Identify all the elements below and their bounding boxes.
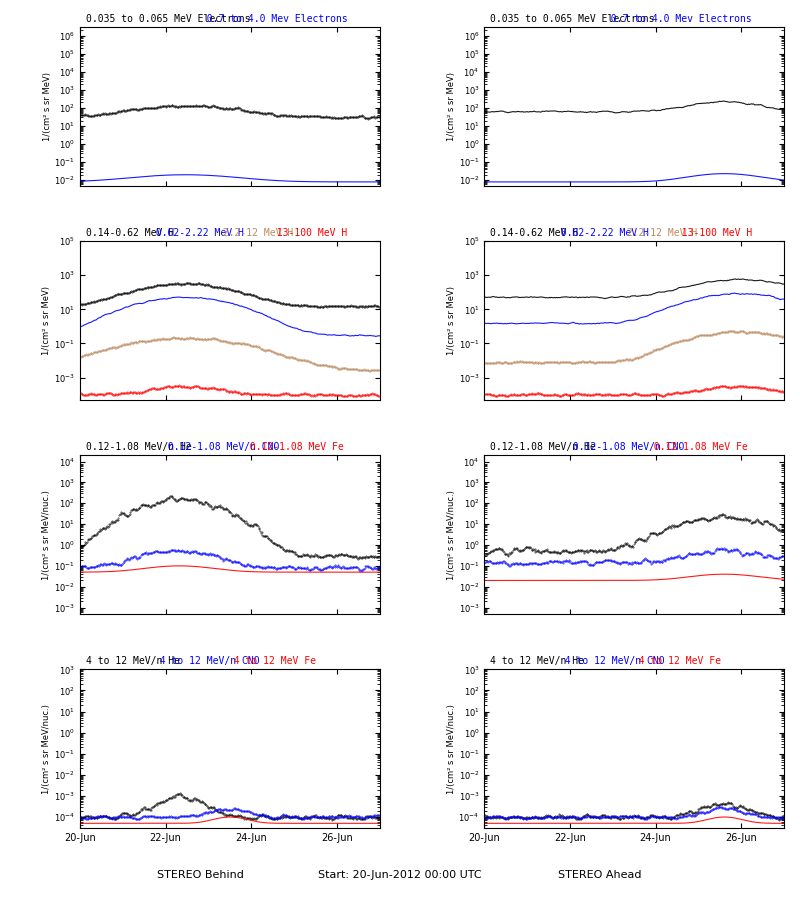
Y-axis label: 1/(cm² s sr MeV): 1/(cm² s sr MeV) [447, 72, 456, 140]
Text: 2.2-12 MeV H: 2.2-12 MeV H [210, 228, 293, 238]
Text: 4 to 12 MeV/n CNO: 4 to 12 MeV/n CNO [148, 656, 260, 666]
Text: 0.12-1.08 MeV/n CNO: 0.12-1.08 MeV/n CNO [156, 442, 279, 452]
Text: 13-100 MeV H: 13-100 MeV H [670, 228, 752, 238]
Text: 0.12-1.08 MeV Fe: 0.12-1.08 MeV Fe [642, 442, 748, 452]
Text: 0.035 to 0.065 MeV Electrons: 0.035 to 0.065 MeV Electrons [86, 14, 250, 23]
Text: 0.7 to 4.0 Mev Electrons: 0.7 to 4.0 Mev Electrons [599, 14, 752, 23]
Text: 0.12-1.08 MeV/n He: 0.12-1.08 MeV/n He [490, 442, 596, 452]
Text: 13-100 MeV H: 13-100 MeV H [265, 228, 347, 238]
Y-axis label: 1/(cm² s sr MeV/nuc.): 1/(cm² s sr MeV/nuc.) [42, 490, 51, 580]
Text: 4 to 12 MeV Fe: 4 to 12 MeV Fe [626, 656, 721, 666]
Text: 0.12-1.08 MeV/n CNO: 0.12-1.08 MeV/n CNO [561, 442, 684, 452]
Text: 4 to 12 MeV/n He: 4 to 12 MeV/n He [86, 656, 180, 666]
Text: 0.14-0.62 MeV H: 0.14-0.62 MeV H [490, 228, 578, 238]
Text: 0.62-2.22 MeV H: 0.62-2.22 MeV H [549, 228, 649, 238]
Text: 0.14-0.62 MeV H: 0.14-0.62 MeV H [86, 228, 174, 238]
Y-axis label: 1/(cm² s sr MeV): 1/(cm² s sr MeV) [447, 286, 456, 355]
Text: 0.62-2.22 MeV H: 0.62-2.22 MeV H [145, 228, 244, 238]
Text: 2.2-12 MeV H: 2.2-12 MeV H [615, 228, 698, 238]
Text: 4 to 12 MeV/n CNO: 4 to 12 MeV/n CNO [553, 656, 664, 666]
Text: 4 to 12 MeV Fe: 4 to 12 MeV Fe [222, 656, 316, 666]
Text: STEREO Behind: STEREO Behind [157, 869, 243, 879]
Text: 0.12-1.08 MeV Fe: 0.12-1.08 MeV Fe [238, 442, 344, 452]
Y-axis label: 1/(cm² s sr MeV): 1/(cm² s sr MeV) [42, 286, 51, 355]
Y-axis label: 1/(cm² s sr MeV/nuc.): 1/(cm² s sr MeV/nuc.) [446, 704, 456, 794]
Text: 4 to 12 MeV/n He: 4 to 12 MeV/n He [490, 656, 585, 666]
Text: 0.12-1.08 MeV/n He: 0.12-1.08 MeV/n He [86, 442, 192, 452]
Y-axis label: 1/(cm² s sr MeV): 1/(cm² s sr MeV) [42, 72, 51, 140]
Text: 0.7 to 4.0 Mev Electrons: 0.7 to 4.0 Mev Electrons [195, 14, 348, 23]
Y-axis label: 1/(cm² s sr MeV/nuc.): 1/(cm² s sr MeV/nuc.) [42, 704, 51, 794]
Y-axis label: 1/(cm² s sr MeV/nuc.): 1/(cm² s sr MeV/nuc.) [447, 490, 456, 580]
Text: 0.035 to 0.065 MeV Electrons: 0.035 to 0.065 MeV Electrons [490, 14, 655, 23]
Text: STEREO Ahead: STEREO Ahead [558, 869, 642, 879]
Text: Start: 20-Jun-2012 00:00 UTC: Start: 20-Jun-2012 00:00 UTC [318, 869, 482, 879]
